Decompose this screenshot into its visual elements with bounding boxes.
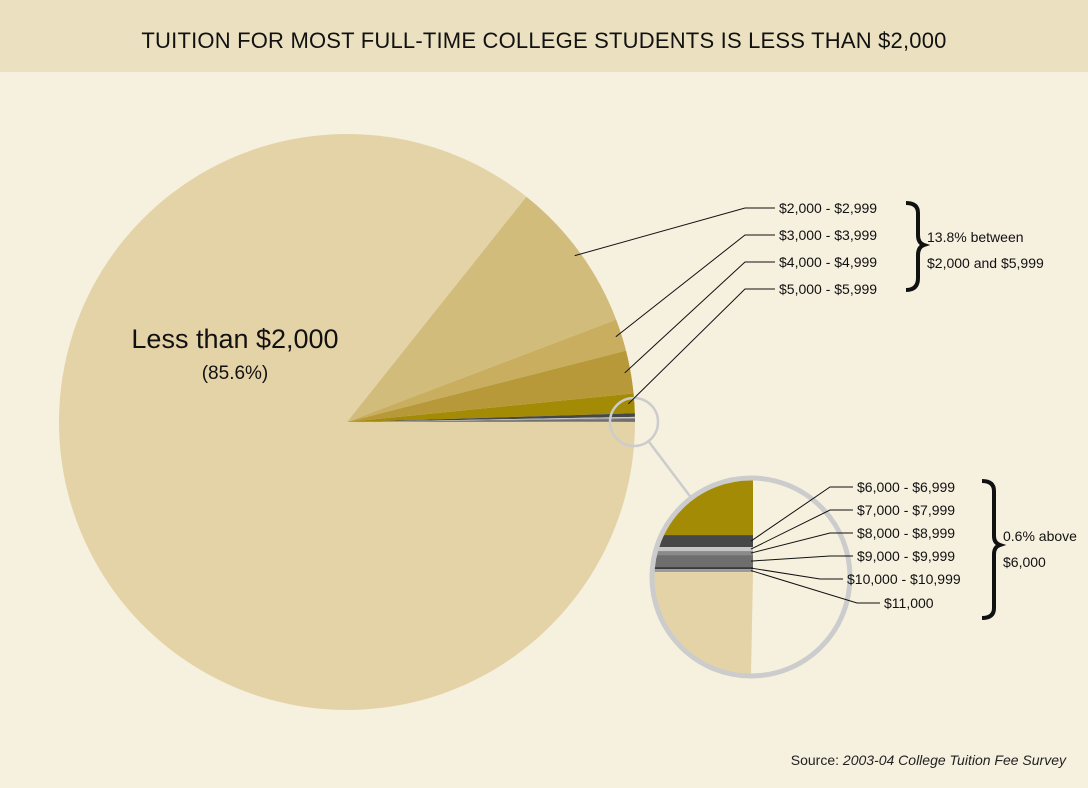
zoom-band-6-000-6-999 [652,535,753,548]
source-note: Source: 2003-04 College Tuition Fee Surv… [791,752,1066,768]
slice-label-8-000-8-999: $8,000 - $8,999 [857,525,955,541]
slice-label-3-000-3-999: $3,000 - $3,999 [779,227,877,243]
pie-slice-6-000-6-999 [347,413,635,422]
chart-title: TUITION FOR MOST FULL-TIME COLLEGE STUDE… [141,28,947,53]
source-label: Source: [790,752,840,768]
slice-label-5-000-5-999: $5,000 - $5,999 [779,281,877,297]
slice-label-11-000: $11,000 [884,595,934,611]
slice-label-2-000-2-999: $2,000 - $2,999 [779,200,877,216]
group-lower-line2: $6,000 [1003,554,1046,570]
zoom-band-9-000-9-999 [652,555,753,568]
leader-4-000-4-999 [624,261,775,374]
leader-7-000-7-999 [750,509,853,550]
source-title: 2003-04 College Tuition Fee Survey [842,752,1066,768]
pie-slice-11-000 [347,421,635,422]
slice-label-10-000-10-999: $10,000 - $10,999 [847,571,961,587]
leader-6-000-6-999 [750,486,853,542]
group-lower-line1: 0.6% above [1003,528,1077,544]
leader-5-000-5-999 [628,288,775,405]
zoom-ring [649,475,853,679]
slice-label-7-000-7-999: $7,000 - $7,999 [857,502,955,518]
slice-label-6-000-6-999: $6,000 - $6,999 [857,479,955,495]
leader-10-000-10-999 [750,567,843,580]
group-upper-line2: $2,000 and $5,999 [927,255,1044,271]
pie-slice-8-000-8-999 [347,418,635,422]
leader-9-000-9-999 [750,555,853,562]
main-slice-percent: (85.6%) [202,363,269,384]
zoom-band-7-000-7-999 [652,547,753,552]
pie-slice-4-000-4-999 [347,350,634,422]
leader-2-000-2-999 [574,207,775,257]
pie-slice-10-000-10-999 [347,421,635,422]
zoom-band-11-000 [652,569,753,573]
group-upper-line1: 13.8% between [927,229,1024,245]
pie-slice-5-000-5-999 [347,393,635,422]
zoom-band-8-000-8-999 [652,551,753,556]
slice-label-9-000-9-999: $9,000 - $9,999 [857,548,955,564]
slice-label-4-000-4-999: $4,000 - $4,999 [779,254,877,270]
title-band [0,0,1088,72]
zoom-band-less-than-2-000 [652,572,753,676]
pie-slice-3-000-3-999 [347,319,627,422]
leader-11-000 [750,570,880,604]
main-slice-label: Less than $2,000 [131,324,338,354]
brace-lower [981,479,1007,620]
zoom-connector-line [647,440,693,499]
pie-slice-9-000-9-999 [347,418,635,422]
pie-slice-2-000-2-999 [347,196,617,422]
pie-slice-7-000-7-999 [347,416,635,422]
leader-3-000-3-999 [615,234,775,338]
brace-upper [905,201,931,292]
zoom-band-10-000-10-999 [652,567,753,570]
leader-8-000-8-999 [750,532,853,554]
